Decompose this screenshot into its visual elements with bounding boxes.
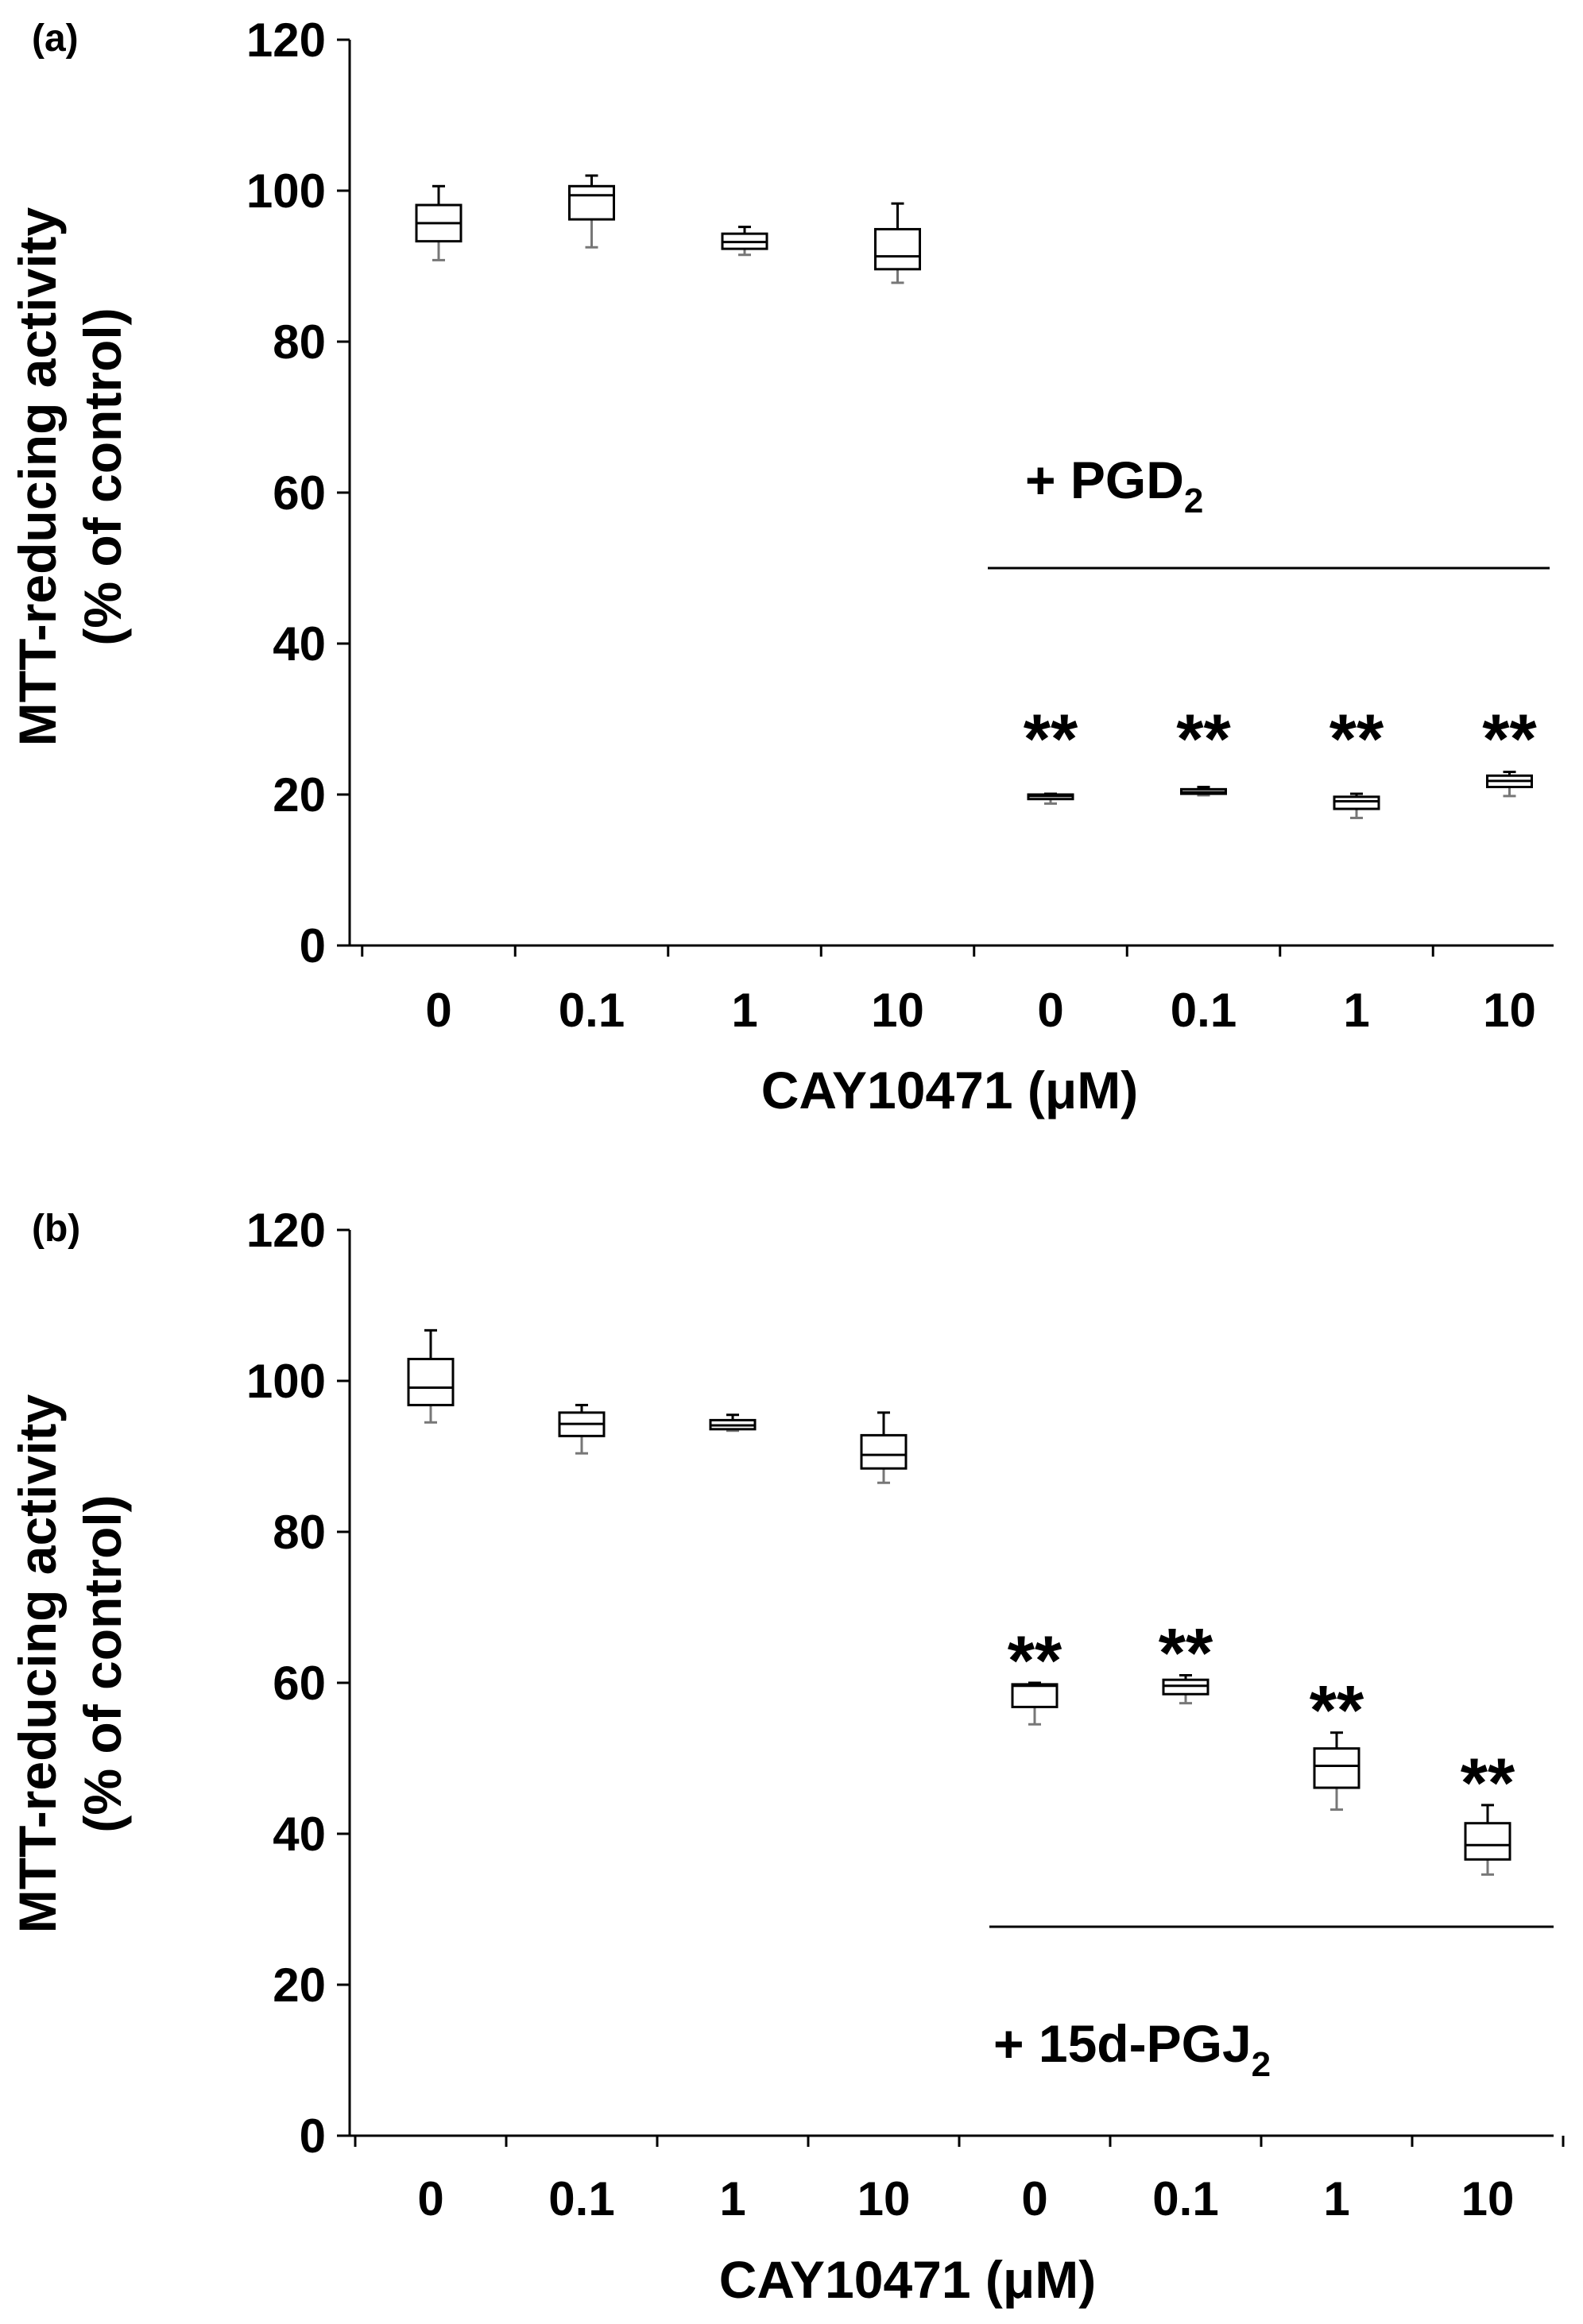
- x-tick-label-a: 1: [1343, 984, 1369, 1037]
- box-b: [1011, 1683, 1059, 1708]
- box-b: [1464, 1822, 1511, 1861]
- significance-marker-b: **: [1461, 1743, 1515, 1822]
- treatment-label-b: + 15d-PGJ2: [993, 2014, 1271, 2084]
- significance-marker-a: **: [1482, 699, 1537, 778]
- x-tick-label-a: 0.1: [1171, 984, 1237, 1037]
- y-tick-label-b: 60: [273, 1657, 326, 1710]
- y-tick-label-a: 20: [273, 768, 326, 822]
- panel-b: (b) MTT-reducing activity (% of control)…: [8, 1204, 1565, 2309]
- y-axis-title-line2-b: (% of control): [73, 1495, 132, 1832]
- x-tick-label-b: 10: [857, 2172, 911, 2225]
- significance-marker-b: **: [1008, 1621, 1062, 1699]
- significance-marker-a: **: [1329, 699, 1384, 778]
- box-a: [1333, 795, 1380, 810]
- x-tick-label-b: 0: [1021, 2172, 1047, 2225]
- box-b: [1313, 1747, 1360, 1789]
- x-tick-label-b: 0.1: [548, 2172, 614, 2225]
- treatment-subscript-b: 2: [1252, 2045, 1271, 2084]
- x-tick-label-a: 1: [731, 984, 757, 1037]
- y-tick-label-b: 0: [300, 2109, 326, 2163]
- panel-label-b: (b): [32, 1208, 80, 1250]
- significance-marker-a: **: [1024, 699, 1078, 778]
- y-tick-label-a: 0: [300, 919, 326, 973]
- y-tick-label-b: 120: [246, 1204, 326, 1257]
- box-b: [407, 1357, 455, 1406]
- panel-label-a: (a): [32, 17, 79, 60]
- significance-marker-a: **: [1176, 699, 1231, 778]
- x-tick-label-b: 0.1: [1152, 2172, 1218, 2225]
- y-axis-title-line2-a: (% of control): [73, 307, 132, 645]
- y-axis-title-line1-a: MTT-reducing activity: [8, 207, 67, 746]
- treatment-label-text-b: + 15d-PGJ: [993, 2014, 1252, 2073]
- significance-marker-b: **: [1159, 1614, 1213, 1692]
- x-tick-label-a: 10: [1483, 984, 1536, 1037]
- y-tick-label-a: 80: [273, 315, 326, 369]
- y-tick-label-a: 120: [246, 14, 326, 67]
- y-tick-label-b: 40: [273, 1808, 326, 1861]
- y-tick-label-a: 60: [273, 466, 326, 520]
- x-axis-title-b: CAY10471 (μM): [719, 2250, 1096, 2309]
- x-tick-label-b: 1: [719, 2172, 745, 2225]
- panel-a: (a) MTT-reducing activity (% of control)…: [8, 14, 1554, 1119]
- significance-marker-b: **: [1310, 1671, 1364, 1750]
- x-axis-title-a: CAY10471 (μM): [761, 1061, 1138, 1119]
- y-tick-label-b: 20: [273, 1959, 326, 2012]
- box-b: [860, 1433, 908, 1470]
- x-tick-label-a: 0.1: [559, 984, 625, 1037]
- y-axis-title-line1-b: MTT-reducing activity: [8, 1394, 67, 1933]
- treatment-label-a: + PGD2: [1025, 450, 1203, 520]
- y-axis-title-b: MTT-reducing activity (% of control): [8, 1394, 132, 1933]
- y-tick-label-b: 100: [246, 1355, 326, 1408]
- y-tick-label-b: 80: [273, 1506, 326, 1559]
- treatment-subscript-a: 2: [1184, 481, 1203, 520]
- x-tick-label-b: 10: [1461, 2172, 1515, 2225]
- x-tick-label-a: 0: [425, 984, 451, 1037]
- x-tick-label-b: 0: [417, 2172, 443, 2225]
- box-a: [568, 184, 615, 221]
- y-tick-label-a: 40: [273, 617, 326, 671]
- treatment-group-b: + 15d-PGJ2: [989, 1925, 1554, 2084]
- y-tick-label-a: 100: [246, 164, 326, 218]
- treatment-group-a: + PGD2: [988, 450, 1550, 570]
- y-axis-title-a: MTT-reducing activity (% of control): [8, 207, 132, 746]
- x-tick-label-b: 1: [1323, 2172, 1349, 2225]
- treatment-label-text-a: + PGD: [1025, 450, 1184, 509]
- box-a: [874, 227, 921, 271]
- x-tick-label-a: 10: [871, 984, 924, 1037]
- x-tick-label-a: 0: [1037, 984, 1063, 1037]
